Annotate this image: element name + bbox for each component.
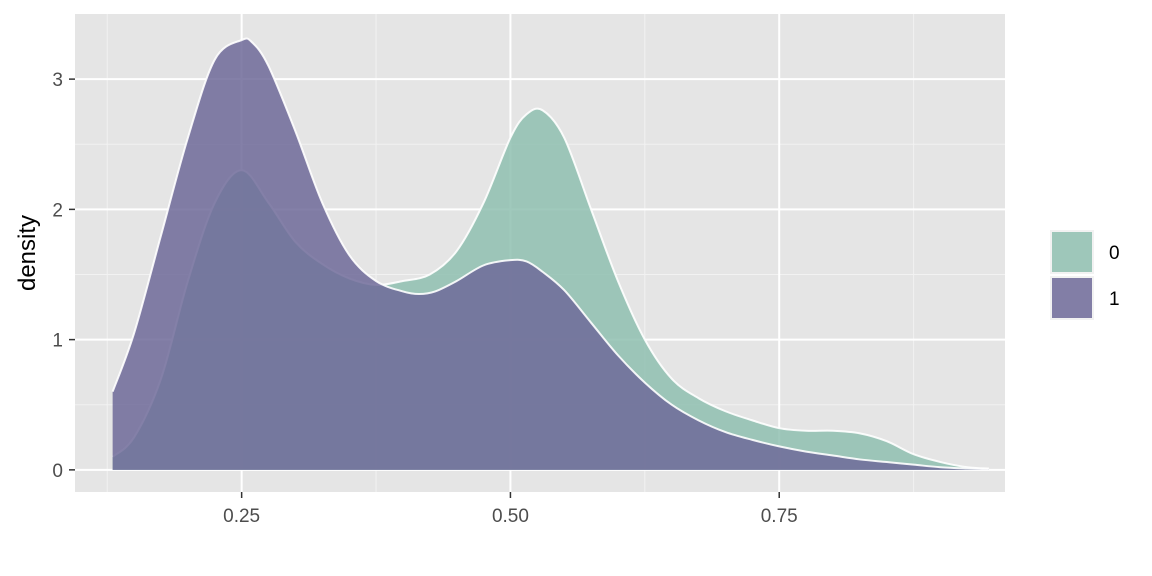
y-axis: 0 1 2 3 bbox=[52, 70, 75, 482]
x-axis: 0.25 0.50 0.75 bbox=[223, 492, 798, 527]
density-areas bbox=[111, 37, 989, 471]
y-tick-label: 0 bbox=[52, 461, 63, 482]
x-tick-label: 0.25 bbox=[223, 506, 260, 527]
legend-key-swatch-1 bbox=[1052, 278, 1092, 318]
legend-label: 1 bbox=[1109, 289, 1120, 310]
x-tick-label: 0.50 bbox=[492, 506, 529, 527]
y-tick-label: 3 bbox=[52, 70, 63, 91]
y-axis-title: density bbox=[14, 215, 41, 291]
legend-key-swatch-0 bbox=[1052, 232, 1092, 272]
density-outline-series-1 bbox=[111, 37, 989, 471]
y-tick-label: 1 bbox=[52, 331, 63, 352]
y-tick-label: 2 bbox=[52, 200, 63, 221]
density-area-series-1 bbox=[112, 38, 989, 470]
legend: 01 bbox=[1050, 230, 1120, 320]
x-tick-label: 0.75 bbox=[761, 506, 798, 527]
legend-label: 0 bbox=[1109, 243, 1120, 264]
